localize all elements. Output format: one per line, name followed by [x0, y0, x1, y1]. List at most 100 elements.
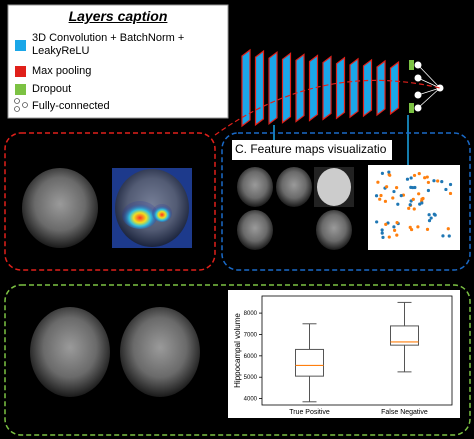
plot-frame	[261, 295, 453, 406]
scatter-dot	[416, 225, 420, 229]
x-tick-label: False Negative	[381, 409, 428, 416]
scatter-dot	[432, 179, 436, 183]
scatter-dot	[387, 170, 391, 174]
legend-item: Dropout	[32, 83, 72, 95]
brain-image	[120, 307, 200, 397]
scatter-dot	[423, 176, 427, 180]
legend-fc-icon	[14, 98, 28, 112]
scatter-dot	[380, 171, 384, 175]
scatter-dot	[385, 185, 389, 189]
legend-item: Max pooling	[32, 65, 92, 77]
layer	[241, 48, 251, 128]
scatter-dot	[425, 175, 429, 179]
scatter-dot	[409, 176, 413, 180]
panel-a	[4, 132, 216, 271]
network	[214, 48, 444, 165]
box	[295, 348, 324, 377]
scatter-dot	[447, 234, 451, 238]
x-tick-label: True Positive	[289, 409, 330, 416]
scatter-dot	[378, 197, 382, 201]
layer	[322, 55, 332, 121]
y-tick-label: 8000	[244, 311, 258, 317]
layer	[349, 57, 359, 119]
legend-swatch	[15, 84, 26, 95]
legend-swatch	[15, 66, 26, 77]
scatter-dot	[392, 225, 396, 229]
y-tick-label: 4000	[244, 397, 258, 403]
y-tick-label: 7000	[244, 332, 258, 338]
panel-c	[221, 132, 471, 271]
scatter-dot	[426, 180, 431, 185]
scatter-dot	[421, 196, 425, 201]
legend-item: 3D Convolution + BatchNorm + LeakyReLU	[32, 32, 185, 57]
scatter-dot	[375, 220, 379, 224]
scatter-dot	[383, 199, 388, 203]
scatter-dot	[444, 187, 448, 192]
scatter-dot	[427, 219, 432, 223]
scatter-dot	[405, 177, 410, 181]
scatter-dot	[409, 227, 414, 232]
scatter-dot	[440, 180, 444, 184]
legend-title: Layers caption	[68, 8, 168, 24]
layer	[281, 52, 292, 124]
panel-b	[4, 284, 471, 436]
scatter-dot	[392, 189, 396, 194]
scatter-dot	[391, 196, 395, 200]
layer	[308, 54, 319, 122]
scatter-dot	[446, 227, 450, 231]
scatter-dot	[417, 171, 421, 176]
scatter-points	[374, 170, 453, 239]
layer	[362, 58, 373, 118]
scatter-dot	[412, 173, 417, 178]
scatter-dot	[417, 192, 421, 196]
scatter-dot	[425, 227, 430, 231]
scatter-dot	[393, 228, 397, 232]
scatter-dot	[411, 197, 415, 201]
scatter-dot	[387, 235, 391, 239]
scatter-dot	[395, 220, 399, 225]
boxplot-bg	[228, 290, 460, 418]
legend-box	[7, 4, 229, 119]
scatter-dot	[407, 206, 411, 210]
layer	[376, 59, 386, 117]
scatter-dot	[380, 228, 384, 232]
feature-maps	[237, 167, 354, 250]
scatter-dot	[381, 235, 385, 239]
scatter-dot	[396, 202, 400, 206]
scatter-dot	[374, 194, 379, 198]
scatter-dot	[379, 193, 383, 198]
layer	[389, 60, 400, 116]
scatter-dot	[384, 222, 388, 226]
legend-swatch	[15, 40, 26, 51]
scatter-dot	[426, 188, 431, 193]
layer	[268, 51, 278, 126]
scatter-dot	[387, 172, 391, 177]
scatter-dot	[432, 212, 436, 216]
scatter-dot	[427, 213, 431, 217]
legend-item: Fully-connected	[32, 100, 110, 112]
layer	[254, 49, 265, 127]
heatmap	[122, 201, 158, 229]
layer	[295, 53, 305, 123]
scatter-dot	[448, 182, 453, 187]
scatter-dot	[408, 203, 412, 207]
title-bg	[232, 140, 392, 160]
heatmap	[152, 204, 172, 222]
scatter-dot	[380, 231, 384, 235]
scatter-dot	[441, 234, 445, 238]
y-axis-label: Hippocampal volume	[233, 313, 242, 388]
scatter-dot	[420, 201, 424, 205]
layer	[335, 56, 346, 120]
scatter-dot	[394, 186, 399, 190]
brain-image	[30, 307, 110, 397]
scatter-dot	[412, 207, 416, 211]
scatter-dot	[436, 179, 440, 183]
scatter-dot	[448, 191, 453, 196]
y-tick-label: 5000	[244, 375, 258, 381]
scatter-dot	[376, 180, 380, 184]
scatter-dot	[411, 185, 415, 190]
scatter-dot	[429, 216, 433, 220]
panel-title: C. Feature maps visualizatio	[235, 142, 387, 156]
